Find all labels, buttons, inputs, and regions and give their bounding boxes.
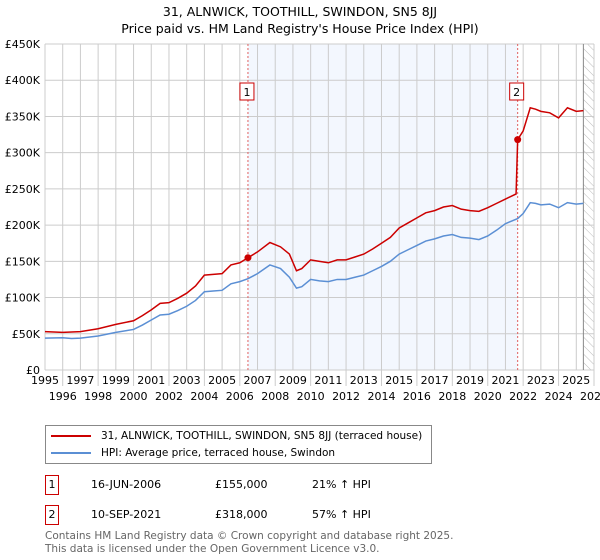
- x-tick-label: 1998: [84, 390, 112, 403]
- chart-title: 31, ALNWICK, TOOTHILL, SWINDON, SN5 8JJ: [162, 4, 438, 19]
- legend: 31, ALNWICK, TOOTHILL, SWINDON, SN5 8JJ …: [45, 425, 432, 464]
- annotation-box: [239, 82, 255, 101]
- x-tick-label: 2024: [545, 390, 573, 403]
- sale-point: [244, 254, 252, 262]
- footer: Contains HM Land Registry data © Crown c…: [45, 530, 453, 555]
- y-tick-label: £100K: [5, 292, 41, 305]
- x-tick-label: 2001: [137, 374, 165, 387]
- sale-date: 16-JUN-2006: [91, 478, 162, 491]
- chart-subtitle: Price paid vs. HM Land Registry's House …: [121, 21, 479, 36]
- x-tick-label: 2003: [173, 374, 201, 387]
- x-tick-label: 2020: [474, 390, 502, 403]
- forecast-hatch: [583, 44, 594, 370]
- sale-price: £155,000: [215, 478, 268, 491]
- x-tick-label: 2016: [403, 390, 431, 403]
- annotation-box: [509, 82, 525, 101]
- x-tick-label: 1997: [66, 374, 94, 387]
- annotation-label: 1: [243, 86, 250, 99]
- x-tick-label: 2006: [226, 390, 254, 403]
- x-tick-label: 2010: [297, 390, 325, 403]
- x-tick-label: 2013: [350, 374, 378, 387]
- sale-point: [514, 136, 522, 144]
- x-tick-label: 2000: [120, 390, 148, 403]
- x-tick-label: 2025: [562, 374, 590, 387]
- x-tick-label: 2015: [385, 374, 413, 387]
- annotation-label: 2: [513, 86, 520, 99]
- x-tick-label: 2007: [244, 374, 272, 387]
- y-tick-label: £50K: [12, 328, 41, 341]
- x-tick-label: 2005: [208, 374, 236, 387]
- sale-badge: 2: [45, 505, 59, 525]
- x-tick-label: 2009: [279, 374, 307, 387]
- sale-badge: 1: [45, 475, 59, 495]
- y-tick-label: £200K: [5, 219, 41, 232]
- legend-red-line: [51, 435, 91, 437]
- y-tick-label: £300K: [5, 147, 41, 160]
- y-tick-label: £150K: [5, 255, 41, 268]
- x-tick-label: 2017: [421, 374, 449, 387]
- x-tick-label: 1995: [31, 374, 59, 387]
- x-tick-label: 2002: [155, 390, 183, 403]
- x-tick-label: 2011: [314, 374, 342, 387]
- shaded-period: [247, 44, 518, 370]
- footer-line1: Contains HM Land Registry data © Crown c…: [45, 530, 454, 542]
- price-chart: 1995 1996 1997 1998 1999 2000 2001 2002 2003 2004…: [5, 38, 600, 403]
- footer-line2: This data is licensed under the Open Gov…: [45, 542, 380, 555]
- x-tick-label: 1999: [102, 374, 130, 387]
- x-tick-label: 2018: [438, 390, 466, 403]
- y-tick-label: £250K: [5, 183, 41, 196]
- x-tick-label: 2014: [367, 390, 395, 403]
- x-tick-label: 2008: [261, 390, 289, 403]
- sale-price: £318,000: [215, 508, 268, 521]
- y-tick-label: £0: [26, 364, 40, 377]
- sale-hpi: 21% ↑ HPI: [312, 478, 371, 491]
- y-tick-label: £350K: [5, 110, 41, 123]
- x-tick-label: 2019: [456, 374, 484, 387]
- sale-date: 10-SEP-2021: [91, 508, 162, 521]
- series-line: [44, 201, 584, 340]
- legend-blue-line: [51, 452, 91, 454]
- x-tick-label: 2026: [580, 390, 600, 403]
- x-tick-label: 2004: [190, 390, 218, 403]
- y-tick-label: £450K: [5, 38, 41, 51]
- x-tick-label: 2012: [332, 390, 360, 403]
- sale-row: 1 16-JUN-2006 £155,000 21% ↑ HPI: [45, 475, 545, 495]
- x-tick-label: 2023: [527, 374, 555, 387]
- sale-row: 2 10-SEP-2021 £318,000 57% ↑ HPI: [45, 505, 545, 525]
- x-tick-label: 1996: [49, 390, 77, 403]
- y-tick-label: £400K: [5, 74, 41, 87]
- x-tick-label: 2022: [509, 390, 537, 403]
- legend-hpi: HPI: Average price, terraced house, Swin…: [101, 447, 336, 459]
- x-tick-label: 2021: [491, 374, 519, 387]
- series-line: [44, 106, 584, 334]
- legend-property: 31, ALNWICK, TOOTHILL, SWINDON, SN5 8JJ …: [101, 430, 423, 442]
- sale-hpi: 57% ↑ HPI: [312, 508, 371, 521]
